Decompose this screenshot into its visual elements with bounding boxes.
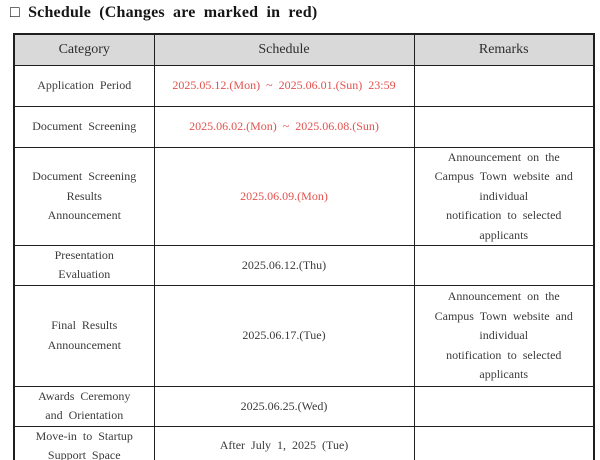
schedule-cell: 2025.06.02.(Mon) ~ 2025.06.08.(Sun): [153, 106, 415, 148]
schedule-cell: 2025.06.12.(Thu): [153, 245, 415, 286]
schedule-cell: 2025.06.09.(Mon): [153, 146, 415, 247]
column-header-category: Category: [13, 33, 155, 66]
column-header-schedule: Schedule: [153, 33, 415, 66]
page-title: □ Schedule (Changes are marked in red): [10, 4, 318, 21]
category-cell: Presentation Evaluation: [13, 245, 155, 286]
remarks-cell: [413, 245, 595, 286]
remarks-cell: [413, 385, 595, 427]
schedule-cell: 2025.06.25.(Wed): [153, 385, 415, 427]
category-cell: Application Period: [13, 65, 155, 107]
table-header-row: Category Schedule Remarks: [13, 33, 595, 66]
table-row: Document Screening Results Announcement …: [13, 146, 595, 247]
schedule-table: Category Schedule Remarks Application Pe…: [13, 33, 595, 460]
table-row: Document Screening 2025.06.02.(Mon) ~ 20…: [13, 106, 595, 148]
schedule-cell: 2025.05.12.(Mon) ~ 2025.06.01.(Sun) 23:5…: [153, 65, 415, 107]
category-cell: Awards Ceremony and Orientation: [13, 385, 155, 427]
remarks-cell: Announcement on the Campus Town website …: [413, 284, 595, 387]
category-cell: Document Screening Results Announcement: [13, 146, 155, 247]
table-row: Move-in to Startup Support Space After J…: [13, 425, 595, 460]
schedule-cell: 2025.06.17.(Tue): [153, 284, 415, 387]
table-row: Presentation Evaluation 2025.06.12.(Thu): [13, 245, 595, 286]
table-row: Awards Ceremony and Orientation 2025.06.…: [13, 385, 595, 427]
remarks-cell: [413, 425, 595, 460]
remarks-cell: Announcement on the Campus Town website …: [413, 146, 595, 247]
column-header-remarks: Remarks: [413, 33, 595, 66]
table-row: Final Results Announcement 2025.06.17.(T…: [13, 284, 595, 387]
category-cell: Final Results Announcement: [13, 284, 155, 387]
remarks-cell: [413, 106, 595, 148]
schedule-cell: After July 1, 2025 (Tue): [153, 425, 415, 460]
table-row: Application Period 2025.05.12.(Mon) ~ 20…: [13, 65, 595, 107]
remarks-cell: [413, 65, 595, 107]
category-cell: Move-in to Startup Support Space: [13, 425, 155, 460]
category-cell: Document Screening: [13, 106, 155, 148]
